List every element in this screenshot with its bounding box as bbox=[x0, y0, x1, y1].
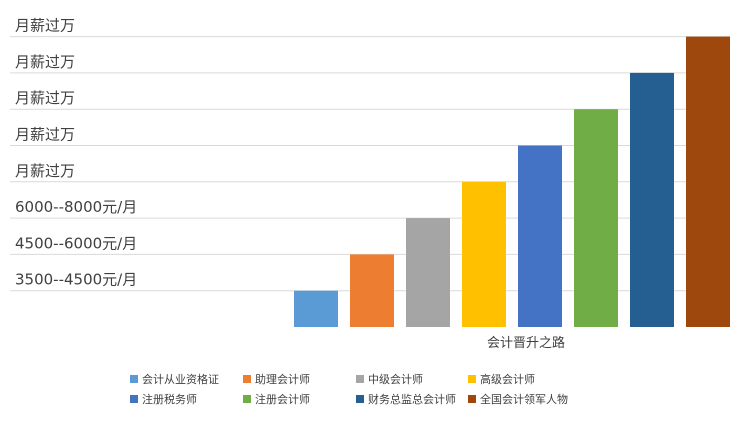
legend-item: 高级会计师 bbox=[468, 372, 535, 386]
legend-item: 注册税务师 bbox=[130, 392, 197, 406]
y-tick-label: 月薪过万 bbox=[15, 53, 75, 71]
y-tick-label: 月薪过万 bbox=[15, 17, 75, 35]
legend-swatch bbox=[130, 375, 138, 383]
bar-7 bbox=[630, 72, 674, 328]
gridlines bbox=[10, 36, 730, 292]
legend-item: 会计从业资格证 bbox=[130, 372, 219, 386]
legend-label: 会计从业资格证 bbox=[142, 372, 219, 386]
legend-swatch bbox=[130, 395, 138, 403]
legend-item: 中级会计师 bbox=[356, 373, 423, 386]
legend-swatch bbox=[243, 395, 251, 403]
y-tick-label: 月薪过万 bbox=[15, 126, 75, 144]
y-tick-label: 6000--8000元/月 bbox=[15, 198, 137, 216]
legend-swatch bbox=[356, 395, 364, 403]
y-tick-label: 月薪过万 bbox=[15, 162, 75, 180]
legend-label: 助理会计师 bbox=[255, 372, 310, 386]
bar-6 bbox=[574, 109, 618, 327]
legend-swatch bbox=[243, 375, 251, 383]
bar-4 bbox=[462, 181, 506, 327]
legend-swatch bbox=[468, 375, 476, 383]
y-tick-label: 4500--6000元/月 bbox=[15, 234, 137, 252]
legend-item: 全国会计领军人物 bbox=[468, 392, 568, 406]
legend-item: 助理会计师 bbox=[243, 372, 310, 386]
legend-label: 注册税务师 bbox=[142, 392, 197, 406]
y-axis-tick-labels: 3500--4500元/月 4500--6000元/月 6000--8000元/月月… bbox=[15, 17, 137, 289]
y-tick-label: 3500--4500元/月 bbox=[15, 271, 137, 289]
bar-8 bbox=[686, 36, 730, 327]
legend-swatch bbox=[468, 395, 476, 403]
legend-swatch bbox=[356, 375, 364, 383]
legend-label: 注册会计师 bbox=[255, 392, 310, 406]
x-axis-label: 会计晋升之路 bbox=[487, 335, 565, 351]
legend-label: 中级会计师 bbox=[368, 373, 423, 386]
bar-3 bbox=[406, 218, 450, 327]
legend-label: 全国会计领军人物 bbox=[480, 392, 568, 406]
bar-1 bbox=[294, 290, 338, 327]
legend-item: 注册会计师 bbox=[243, 392, 310, 406]
legend-item: 财务总监总会计师 bbox=[356, 392, 456, 406]
legend-label: 财务总监总会计师 bbox=[368, 392, 456, 406]
y-tick-label: 月薪过万 bbox=[15, 89, 75, 107]
bar-2 bbox=[350, 254, 394, 327]
bars bbox=[294, 36, 730, 328]
bar-5 bbox=[518, 145, 562, 327]
legend-label: 高级会计师 bbox=[480, 372, 535, 386]
